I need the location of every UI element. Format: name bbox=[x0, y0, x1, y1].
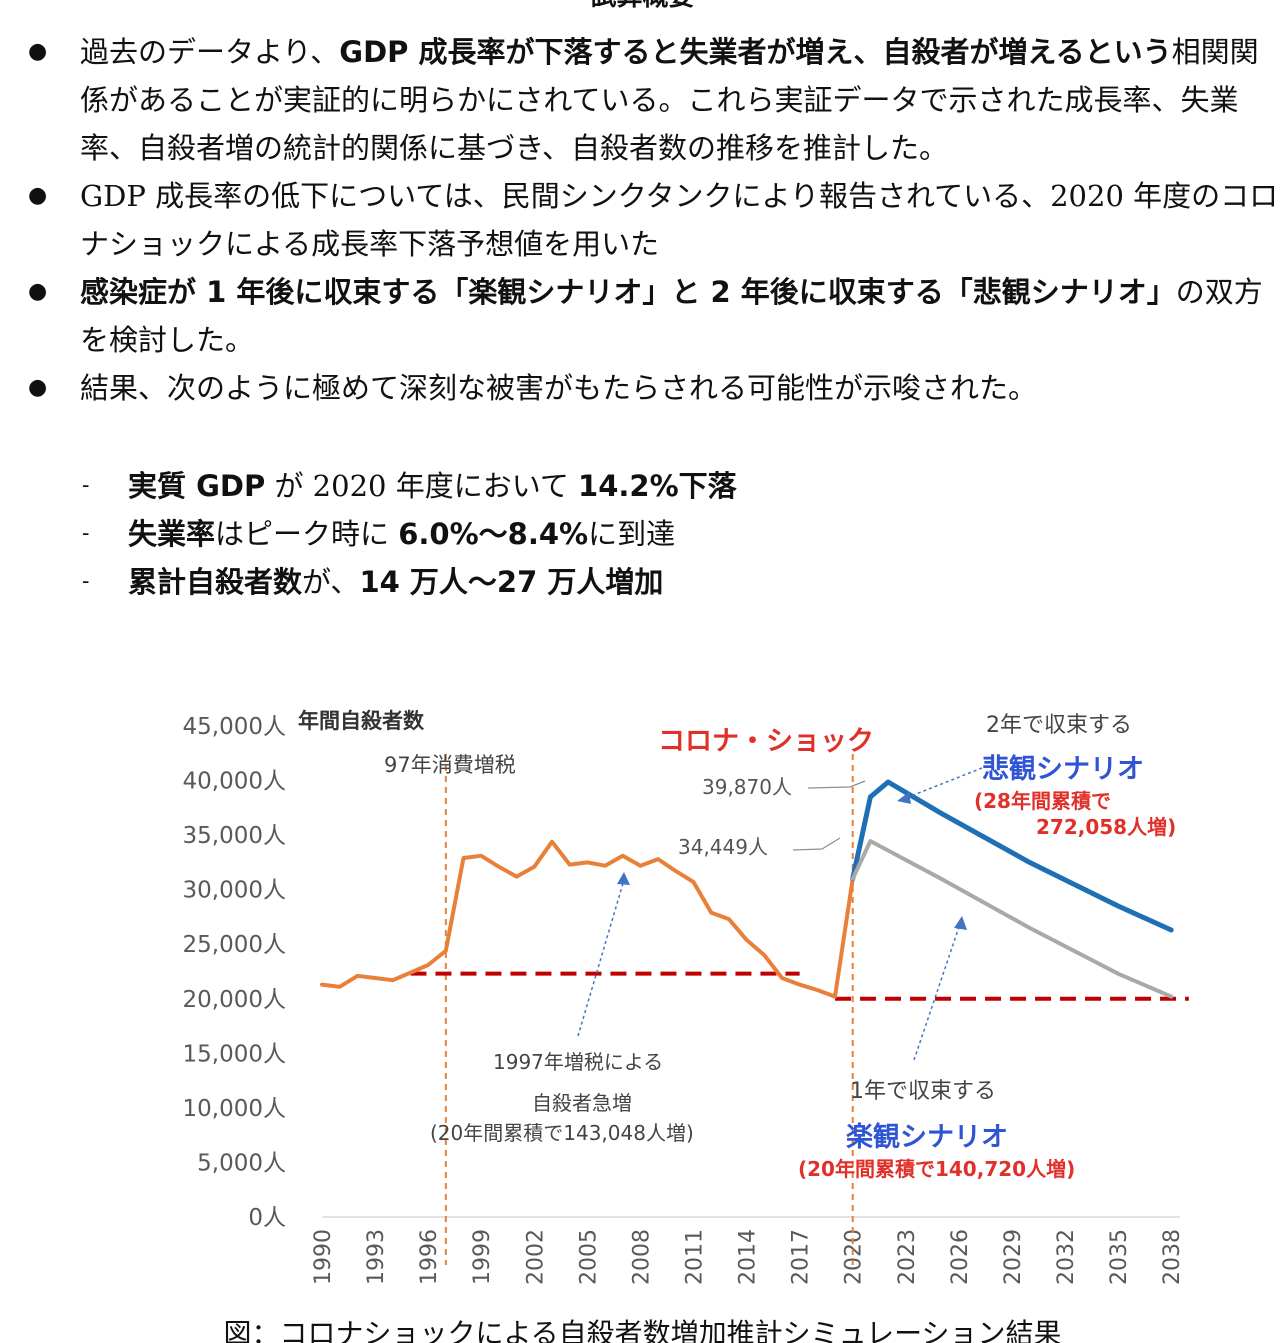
y-tick-label: 25,000人 bbox=[183, 932, 286, 958]
corona-shock-label: コロナ・ショック bbox=[658, 726, 874, 757]
bullet-dot-icon: ● bbox=[28, 279, 48, 304]
pointer-arrow-icon bbox=[897, 792, 911, 804]
text-run: が 2020 年度において bbox=[265, 469, 579, 503]
y-axis-title: 年間自殺者数 bbox=[298, 709, 425, 733]
pointer-line bbox=[913, 923, 961, 1061]
value-label-optimistic: 34,449人 bbox=[678, 835, 768, 859]
y-tick-label: 15,000人 bbox=[183, 1041, 286, 1067]
y-tick-label: 10,000人 bbox=[183, 1096, 286, 1122]
y-tick-label: 20,000人 bbox=[183, 987, 286, 1013]
dash-icon: - bbox=[82, 569, 90, 594]
x-tick-label: 2029 bbox=[1001, 1229, 1026, 1285]
bullet-text: 結果、次のように極めて深刻な被害がもたらされる可能性が示唆された。 bbox=[80, 371, 1037, 405]
text-run: の双方を検討した。 bbox=[80, 275, 1263, 357]
bullet-dot-icon: ● bbox=[28, 183, 48, 208]
x-tick-label: 1996 bbox=[417, 1229, 442, 1285]
text-run: 相関関係があることが実証的に明らかにされている。これら実証データで示された成長率… bbox=[80, 35, 1259, 165]
text-run: に到達 bbox=[588, 517, 676, 551]
x-tick-label: 2008 bbox=[629, 1229, 654, 1285]
text-run: 結果、次のように極めて深刻な被害がもたらされる可能性が示唆された。 bbox=[80, 371, 1038, 405]
bullet-item: ● GDP 成長率の低下については、民間シンクタンクにより報告されている、2020… bbox=[0, 172, 1280, 268]
optimistic-sum: (20年間累積で140,720人増) bbox=[798, 1157, 1075, 1181]
bullet-item: ● 過去のデータより、GDP 成長率が下落すると失業者が増え、自殺者が増えるという… bbox=[0, 28, 1280, 172]
dash-icon: - bbox=[82, 521, 90, 546]
x-tick-label: 2026 bbox=[948, 1229, 973, 1285]
x-tick-label: 1993 bbox=[364, 1229, 389, 1285]
text-run: GDP 成長率の低下については、民間シンクタンクにより報告されている、2020 … bbox=[80, 179, 1279, 261]
x-tick-label: 2014 bbox=[736, 1229, 761, 1285]
leader-line bbox=[792, 837, 841, 851]
x-tick-label: 2032 bbox=[1054, 1229, 1079, 1285]
historical-label-1: 1997年増税による bbox=[493, 1050, 663, 1074]
text-run-bold: 14.2%下落 bbox=[578, 469, 737, 503]
text-run-bold: GDP 成長率が下落すると失業者が増え、自殺者が増えるという bbox=[339, 35, 1172, 69]
x-tick-label: 1999 bbox=[470, 1229, 495, 1285]
pessimistic-series-line bbox=[850, 779, 1174, 933]
text-run-bold: 14 万人～27 万人増加 bbox=[359, 565, 664, 599]
sub-bullet-item: - 実質 GDP が 2020 年度において 14.2%下落 bbox=[0, 462, 1285, 510]
text-run-bold: 累計自殺者数 bbox=[128, 565, 303, 599]
leader-line bbox=[807, 780, 866, 789]
x-tick-label: 2017 bbox=[789, 1229, 814, 1285]
y-tick-label: 40,000人 bbox=[183, 769, 286, 795]
y-tick-label: 0人 bbox=[248, 1205, 286, 1231]
event-label-1997: 97年消費増税 bbox=[384, 753, 516, 777]
historical-label-2: 自殺者急増 bbox=[532, 1091, 632, 1115]
bullet-dot-icon: ● bbox=[28, 39, 48, 64]
text-run-bold: 6.0%～8.4% bbox=[398, 517, 589, 551]
text-run: 過去のデータより、 bbox=[80, 35, 340, 69]
x-tick-label: 2038 bbox=[1160, 1229, 1185, 1285]
historical-label-3: (20年間累積で143,048人増) bbox=[430, 1121, 694, 1145]
x-tick-label: 1990 bbox=[311, 1229, 336, 1285]
optimistic-name: 楽観シナリオ bbox=[846, 1121, 1008, 1153]
pointer-line bbox=[577, 879, 625, 1037]
figure-caption: 図：コロナショックによる自殺者数増加推計シミュレーション結果 bbox=[223, 1317, 1062, 1343]
pessimistic-head: 2年で収束する bbox=[986, 713, 1132, 738]
bullet-list: ● 過去のデータより、GDP 成長率が下落すると失業者が増え、自殺者が増えるという… bbox=[0, 28, 1285, 412]
text-run-bold: 感染症が 1 年後に収束する「楽観シナリオ」と 2 年後に収束する「悲観シナリオ… bbox=[80, 275, 1176, 309]
pessimistic-sum-1: (28年間累積で bbox=[974, 789, 1111, 813]
bullet-text: 過去のデータより、GDP 成長率が下落すると失業者が増え、自殺者が増えるという相… bbox=[80, 35, 1259, 165]
section-heading: 試算概要 bbox=[0, 0, 1285, 12]
suicide-projection-chart: 0人 5,000人 10,000人 15,000人 20,000人 25,000人 30,0… bbox=[183, 709, 1189, 1285]
bullet-item: ● 結果、次のように極めて深刻な被害がもたらされる可能性が示唆された。 bbox=[0, 364, 1280, 412]
x-tick-label: 2020 bbox=[842, 1229, 867, 1285]
text-run-bold: 失業率 bbox=[128, 517, 216, 551]
text-run: が、 bbox=[302, 565, 360, 599]
x-tick-label: 2002 bbox=[523, 1229, 548, 1285]
pointer-arrow-icon bbox=[954, 916, 967, 930]
sub-bullet-list: - 実質 GDP が 2020 年度において 14.2%下落 - 失業率はピーク時に… bbox=[0, 462, 1285, 606]
bullet-text: 感染症が 1 年後に収束する「楽観シナリオ」と 2 年後に収束する「悲観シナリオ… bbox=[80, 275, 1263, 357]
x-tick-label: 2035 bbox=[1107, 1229, 1132, 1285]
dash-icon: - bbox=[82, 473, 90, 498]
y-tick-label: 35,000人 bbox=[183, 823, 286, 849]
text-run-bold: 実質 GDP bbox=[128, 469, 266, 503]
pessimistic-name: 悲観シナリオ bbox=[982, 753, 1144, 785]
x-tick-label: 2011 bbox=[683, 1229, 708, 1285]
text-run: はピーク時に bbox=[215, 517, 399, 551]
historical-series-line bbox=[320, 839, 855, 999]
x-tick-label: 2005 bbox=[576, 1229, 601, 1285]
pointer-arrow-icon bbox=[617, 872, 630, 885]
x-tick-label: 2023 bbox=[895, 1229, 920, 1285]
sub-bullet-item: - 累計自殺者数が、14 万人～27 万人増加 bbox=[0, 558, 1285, 606]
y-tick-label: 30,000人 bbox=[183, 878, 286, 904]
sub-bullet-item: - 失業率はピーク時に 6.0%～8.4%に到達 bbox=[0, 510, 1285, 558]
bullet-text: GDP 成長率の低下については、民間シンクタンクにより報告されている、2020 … bbox=[80, 179, 1278, 261]
optimistic-head: 1年で収束する bbox=[850, 1079, 996, 1104]
optimistic-series-line bbox=[850, 839, 1174, 999]
value-label-pessimistic: 39,870人 bbox=[702, 775, 792, 799]
y-tick-label: 5,000人 bbox=[197, 1150, 286, 1176]
pointer-line bbox=[905, 767, 983, 799]
y-tick-label: 45,000人 bbox=[183, 714, 286, 740]
bullet-dot-icon: ● bbox=[28, 375, 48, 400]
bullet-item: ● 感染症が 1 年後に収束する「楽観シナリオ」と 2 年後に収束する「悲観シナリ… bbox=[0, 268, 1280, 364]
pessimistic-sum-2: 272,058人増) bbox=[1036, 815, 1176, 839]
